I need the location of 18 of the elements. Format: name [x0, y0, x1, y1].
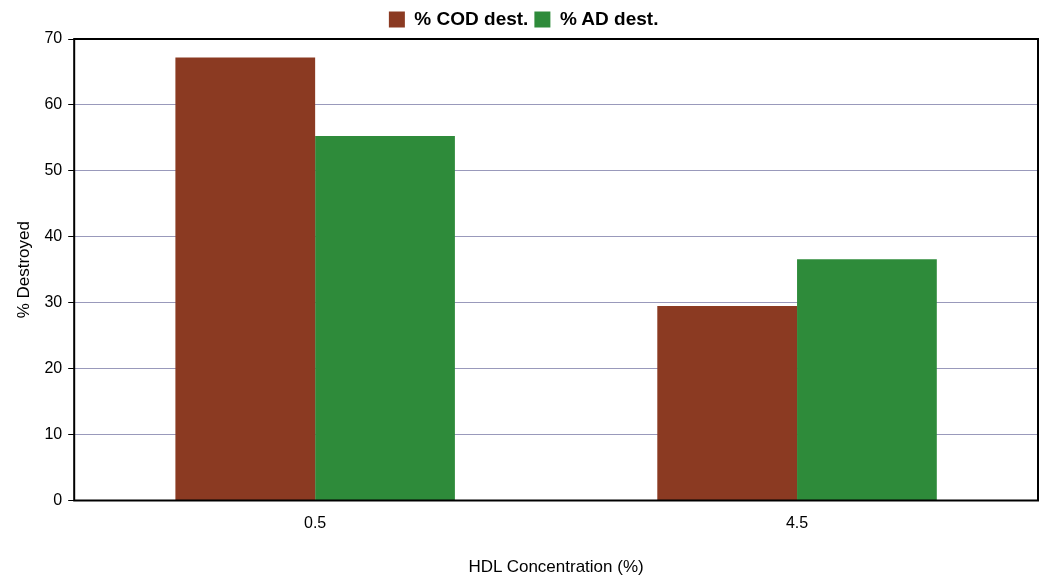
y-tick-label: 0: [53, 490, 63, 508]
bar: [657, 305, 798, 500]
legend-label: % COD dest.: [414, 7, 529, 29]
x-tick-label: 4.5: [785, 514, 809, 532]
y-tick-label: 50: [44, 161, 63, 179]
y-tick-label: 20: [44, 358, 63, 376]
bar: [797, 259, 937, 500]
y-tick-label: 60: [44, 95, 63, 113]
y-axis-title: % Destroyed: [13, 221, 33, 319]
bar: [175, 57, 316, 500]
y-tick-label: 40: [44, 227, 63, 245]
y-tick-label: 70: [44, 29, 63, 47]
bar: [315, 135, 455, 500]
y-tick-label: 30: [44, 293, 63, 311]
y-tick-label: 10: [44, 424, 63, 442]
legend-label: % AD dest.: [559, 7, 659, 29]
x-axis-title: HDL Concentration (%): [468, 557, 644, 577]
x-tick-label: 0.5: [304, 514, 327, 532]
